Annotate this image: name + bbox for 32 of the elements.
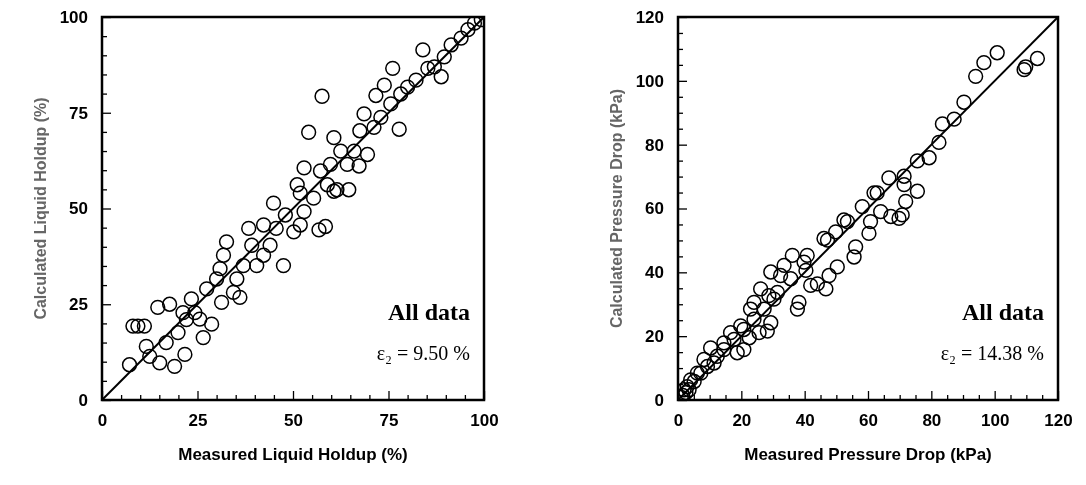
x-tick-label: 25 [188,411,208,431]
x-axis-title: Measured Liquid Holdup (%) [178,445,408,464]
y-tick-label: 60 [645,199,664,219]
x-axis-title: Measured Pressure Drop (kPa) [744,445,992,464]
x-tick-label: 40 [795,411,815,431]
annotation: ε₂ = 9.50 % [376,342,470,364]
y-tick-label: 0 [78,390,88,410]
x-tick-label: 60 [859,411,878,431]
x-tick-label: 75 [379,411,399,431]
annotation: ε₂ = 14.38 % [940,342,1044,364]
x-tick-label: 100 [980,411,1010,431]
y-tick-label: 100 [635,71,664,91]
y-tick-label: 80 [645,135,664,155]
y-tick-label: 120 [635,7,664,27]
annotation: All data [961,299,1044,325]
y-tick-label: 25 [69,295,88,315]
x-tick-label: 100 [470,411,499,431]
y-tick-label: 0 [654,390,664,410]
y-axis-title: Calculated Pressure Drop (kPa) [608,88,625,329]
y-tick-label: 40 [645,263,664,283]
x-tick-label: 80 [922,411,942,431]
x-tick-label: 120 [1044,411,1073,431]
y-tick-label: 75 [69,103,88,123]
x-tick-label: 0 [673,411,684,431]
x-tick-label: 50 [284,411,303,431]
x-tick-label: 0 [97,411,108,431]
y-tick-label: 100 [59,7,88,27]
annotation: All data [387,299,470,325]
y-tick-label: 50 [69,199,88,219]
y-axis-title: Calculated Liquid Holdup (%) [32,97,49,320]
y-tick-label: 20 [645,327,664,347]
x-tick-label: 20 [732,411,752,431]
